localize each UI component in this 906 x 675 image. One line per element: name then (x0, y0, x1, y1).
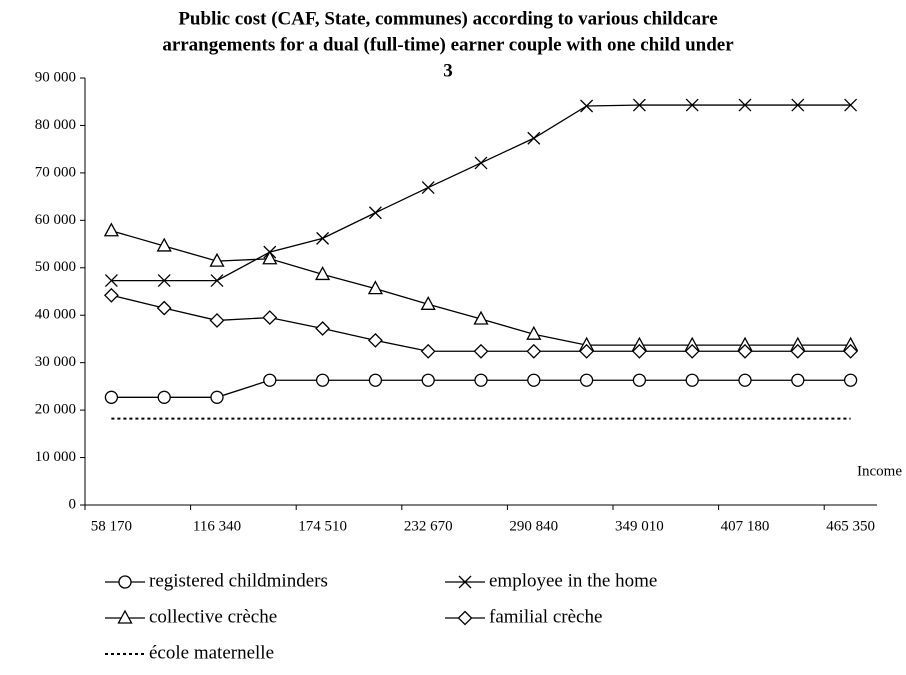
marker (103, 222, 119, 237)
marker (209, 313, 225, 328)
marker (315, 373, 330, 387)
marker (209, 252, 225, 267)
marker (473, 343, 489, 359)
marker (474, 156, 488, 170)
y-tick-label: 10 000 (35, 449, 76, 465)
x-tick-label: 465 350 (826, 518, 875, 534)
marker (457, 610, 473, 626)
marker (420, 295, 436, 310)
marker (263, 373, 277, 387)
marker (737, 343, 753, 359)
y-tick-label: 70 000 (35, 164, 76, 180)
x-tick-label: 174 510 (298, 518, 347, 534)
marker (156, 237, 172, 252)
y-tick-label: 50 000 (35, 259, 76, 275)
chart-title: Public cost (CAF, State, communes) accor… (178, 8, 717, 29)
y-tick-label: 0 (69, 496, 77, 512)
x-axis-label: Income (857, 463, 902, 479)
marker (844, 98, 858, 112)
marker (315, 266, 331, 281)
marker (738, 98, 752, 112)
marker (526, 343, 542, 359)
marker (684, 343, 700, 359)
x-tick-label: 290 840 (509, 518, 558, 534)
marker (843, 343, 859, 359)
y-tick-label: 80 000 (35, 117, 76, 133)
marker (421, 181, 435, 195)
y-tick-label: 60 000 (35, 212, 76, 228)
marker (210, 274, 224, 288)
marker (632, 373, 647, 387)
marker (685, 373, 699, 387)
marker (315, 321, 331, 336)
marker (474, 373, 488, 387)
x-tick-label: 232 670 (404, 518, 453, 534)
marker (791, 373, 805, 387)
marker (632, 98, 646, 112)
marker (210, 390, 224, 404)
y-tick-label: 40 000 (35, 307, 76, 323)
marker (367, 280, 383, 295)
marker (631, 343, 647, 359)
legend-label: familial crèche (489, 606, 602, 627)
marker (156, 300, 172, 316)
legend-label: employee in the home (489, 570, 657, 591)
marker (790, 343, 806, 359)
marker (104, 274, 118, 288)
marker (579, 373, 594, 387)
x-tick-label: 349 010 (615, 518, 664, 534)
marker (791, 98, 805, 112)
legend-label: registered childminders (149, 570, 328, 591)
marker (420, 343, 436, 359)
marker (262, 250, 278, 265)
marker (473, 310, 489, 325)
x-tick-label: 407 180 (721, 518, 770, 534)
marker (367, 332, 383, 348)
marker (368, 373, 383, 387)
marker (458, 575, 472, 589)
chart-title: arrangements for a dual (full-time) earn… (162, 34, 734, 55)
marker (685, 98, 699, 112)
marker (368, 206, 382, 220)
x-tick-label: 116 340 (193, 518, 241, 534)
marker (843, 373, 858, 387)
marker (118, 575, 132, 589)
marker (527, 131, 541, 145)
marker (262, 310, 278, 326)
marker (103, 287, 119, 303)
series-line (111, 230, 851, 346)
x-tick-label: 58 170 (91, 518, 132, 534)
y-tick-label: 90 000 (35, 69, 76, 85)
marker (157, 390, 171, 404)
legend-label: école maternelle (149, 642, 274, 663)
chart-title: 3 (443, 60, 453, 81)
marker (738, 373, 752, 387)
marker (421, 373, 435, 387)
marker (580, 99, 594, 113)
marker (157, 274, 171, 288)
marker (316, 231, 330, 245)
y-tick-label: 30 000 (35, 354, 76, 370)
series-line (111, 104, 851, 282)
marker (526, 325, 542, 340)
marker (579, 343, 595, 359)
y-tick-label: 20 000 (35, 402, 76, 418)
legend-label: collective crèche (149, 606, 277, 627)
marker (117, 609, 133, 624)
marker (104, 390, 119, 404)
marker (527, 373, 541, 387)
